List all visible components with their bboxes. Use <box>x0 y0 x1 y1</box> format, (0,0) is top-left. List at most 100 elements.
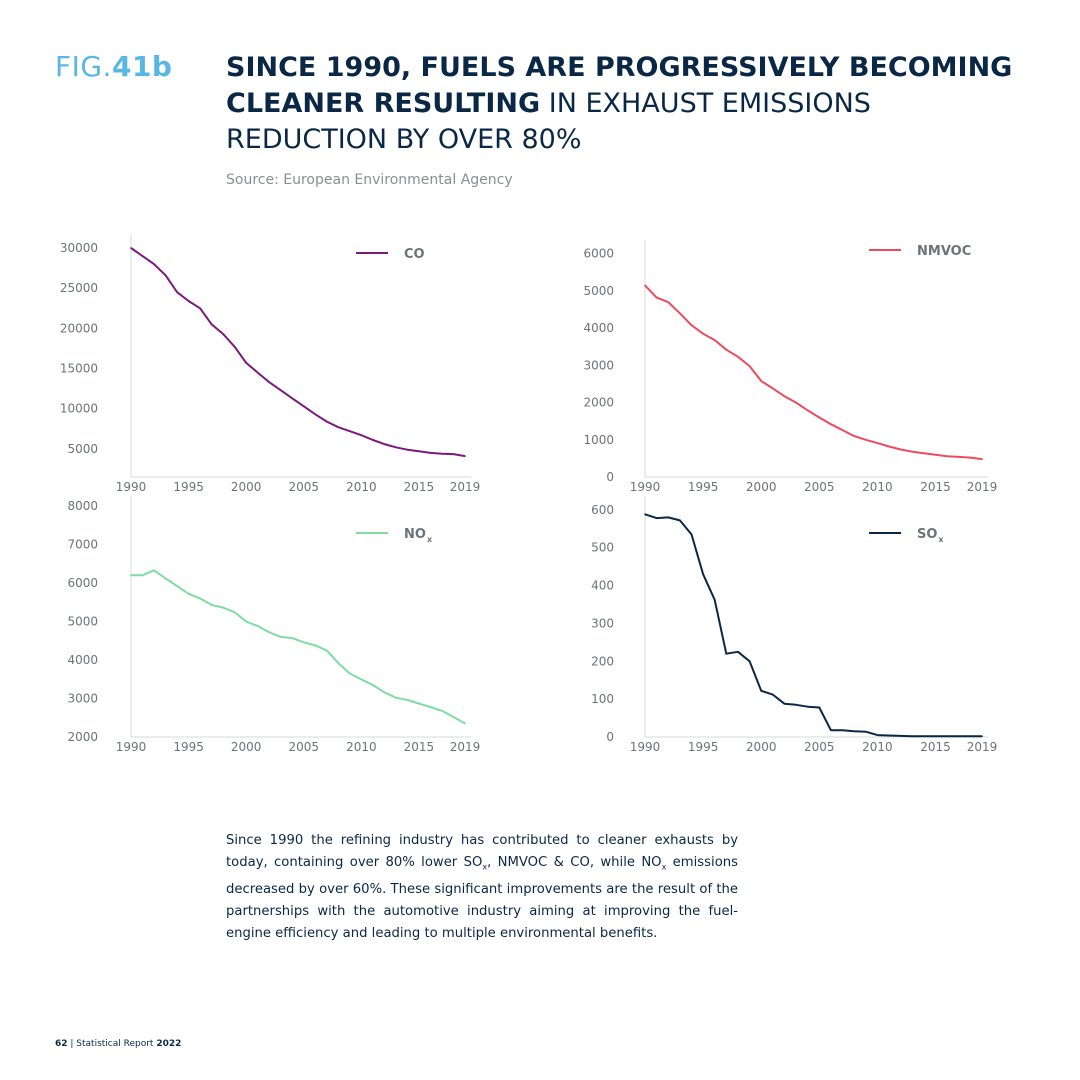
nmvoc-data-point <box>969 456 972 459</box>
body-text-sub2: x <box>661 862 667 872</box>
sox-x-tick-label: 2015 <box>920 740 951 754</box>
nmvoc-data-point <box>655 296 658 299</box>
nmvoc-data-point <box>864 438 867 441</box>
nox-data-point <box>418 702 420 705</box>
nox-data-point <box>256 625 259 627</box>
nmvoc-legend-label: NMVOC <box>917 244 971 259</box>
nmvoc-data-point <box>853 435 855 437</box>
sox-data-point <box>864 730 867 733</box>
nox-legend-subscript: x <box>427 535 433 544</box>
co-data-point <box>383 443 386 445</box>
nmvoc-data-point <box>690 324 693 326</box>
sox-data-point <box>969 735 972 738</box>
co-data-point <box>199 307 201 310</box>
nox-data-point <box>233 611 236 614</box>
nmvoc-data-point <box>923 452 925 454</box>
nmvoc-y-tick-label: 3000 <box>583 358 614 372</box>
figure-label-prefix: FIG. <box>55 50 112 83</box>
nox-data-point <box>279 636 282 638</box>
sox-data-point <box>795 704 797 706</box>
co-data-point <box>418 450 420 453</box>
nmvoc-x-tick-label: 1990 <box>630 480 661 494</box>
nox-data-point <box>360 678 363 681</box>
body-text-sub1: x <box>482 862 488 872</box>
nox-data-point <box>268 631 271 634</box>
co-data-point <box>395 446 397 449</box>
co-y-tick-label: 15000 <box>60 362 98 376</box>
nmvoc-data-point <box>795 401 797 404</box>
sox-y-tick-label: 500 <box>591 541 614 555</box>
co-data-point <box>325 420 328 423</box>
nox-data-point <box>395 696 397 699</box>
nmvoc-y-tick-label: 0 <box>606 470 614 484</box>
nox-data-point <box>383 691 386 694</box>
sox-x-tick-label: 1995 <box>688 740 719 754</box>
figure-title-bold: SINCE 1990, FUELS ARE PROGRESSIVELY BECO… <box>226 52 1013 119</box>
sox-data-point <box>783 702 786 705</box>
nmvoc-data-point <box>748 365 751 367</box>
co-x-tick-label: 2010 <box>346 480 377 494</box>
sox-series-line <box>644 513 982 738</box>
nmvoc-data-point <box>725 348 728 351</box>
co-y-tick-label: 5000 <box>67 442 98 456</box>
nmvoc-data-point <box>772 387 774 390</box>
footer-year: 2022 <box>156 1039 182 1049</box>
sox-data-point <box>667 516 670 519</box>
nox-data-point <box>153 569 155 572</box>
co-data-point <box>176 291 178 294</box>
co-y-tick-label: 25000 <box>60 281 98 295</box>
co-data-point <box>314 413 317 416</box>
co-data-point <box>222 333 224 335</box>
sox-x-tick-label: 2000 <box>746 740 777 754</box>
nox-data-point <box>349 672 351 675</box>
sox-y-tick-label: 400 <box>591 579 614 593</box>
co-data-point <box>441 452 443 455</box>
sox-data-point <box>841 729 844 731</box>
co-data-point <box>233 346 236 348</box>
nmvoc-x-tick-label: 2000 <box>746 480 777 494</box>
sox-data-point <box>806 705 809 708</box>
nox-data-point <box>291 637 294 639</box>
co-data-point <box>372 439 374 441</box>
nox-x-tick-label: 1990 <box>116 740 147 754</box>
nmvoc-data-point <box>934 453 937 456</box>
nox-y-tick-label: 6000 <box>67 576 98 590</box>
nmvoc-data-point <box>981 458 983 460</box>
co-data-point <box>452 453 455 455</box>
co-x-tick-label: 2005 <box>288 480 319 494</box>
co-y-tick-label: 10000 <box>60 402 98 416</box>
body-text-part2: , NMVOC & CO, while NO <box>487 855 662 870</box>
nmvoc-data-point <box>760 380 763 382</box>
nox-x-tick-label: 2015 <box>404 740 435 754</box>
nox-x-tick-label: 2005 <box>288 740 319 754</box>
page-footer: 62 | Statistical Report 2022 <box>55 1039 181 1049</box>
figure-label-number: 41b <box>111 50 173 83</box>
co-data-point <box>187 300 190 302</box>
co-legend-label: CO <box>404 247 425 262</box>
sox-data-point <box>911 735 914 738</box>
body-paragraph: Since 1990 the refining industry has con… <box>226 830 738 945</box>
co-data-point <box>153 263 155 265</box>
nmvoc-y-tick-label: 1000 <box>583 433 614 447</box>
co-data-point <box>337 426 340 428</box>
nox-data-point <box>130 574 132 577</box>
sox-data-point <box>818 706 821 709</box>
footer-report-name: | Statistical Report <box>67 1039 157 1049</box>
nmvoc-data-point <box>830 423 832 425</box>
nmvoc-data-point <box>679 312 681 315</box>
sox-data-point <box>934 735 937 738</box>
sox-x-tick-label: 2010 <box>862 740 893 754</box>
co-x-tick-label: 1990 <box>116 480 147 494</box>
figure-title-regular: IN EXHAUST EMISSIONS REDUCTION BY OVER 8… <box>226 88 871 155</box>
nox-x-tick-label: 2010 <box>346 740 377 754</box>
nox-data-point <box>464 722 466 725</box>
nox-data-point <box>325 649 328 652</box>
nox-y-tick-label: 8000 <box>67 499 98 513</box>
figure-source: Source: European Environmental Agency <box>226 172 513 188</box>
sox-data-point <box>690 533 693 536</box>
sox-x-tick-label: 1990 <box>630 740 661 754</box>
nox-legend-label: NO <box>404 527 426 542</box>
nox-data-point <box>302 641 305 644</box>
sox-data-point <box>679 519 681 522</box>
